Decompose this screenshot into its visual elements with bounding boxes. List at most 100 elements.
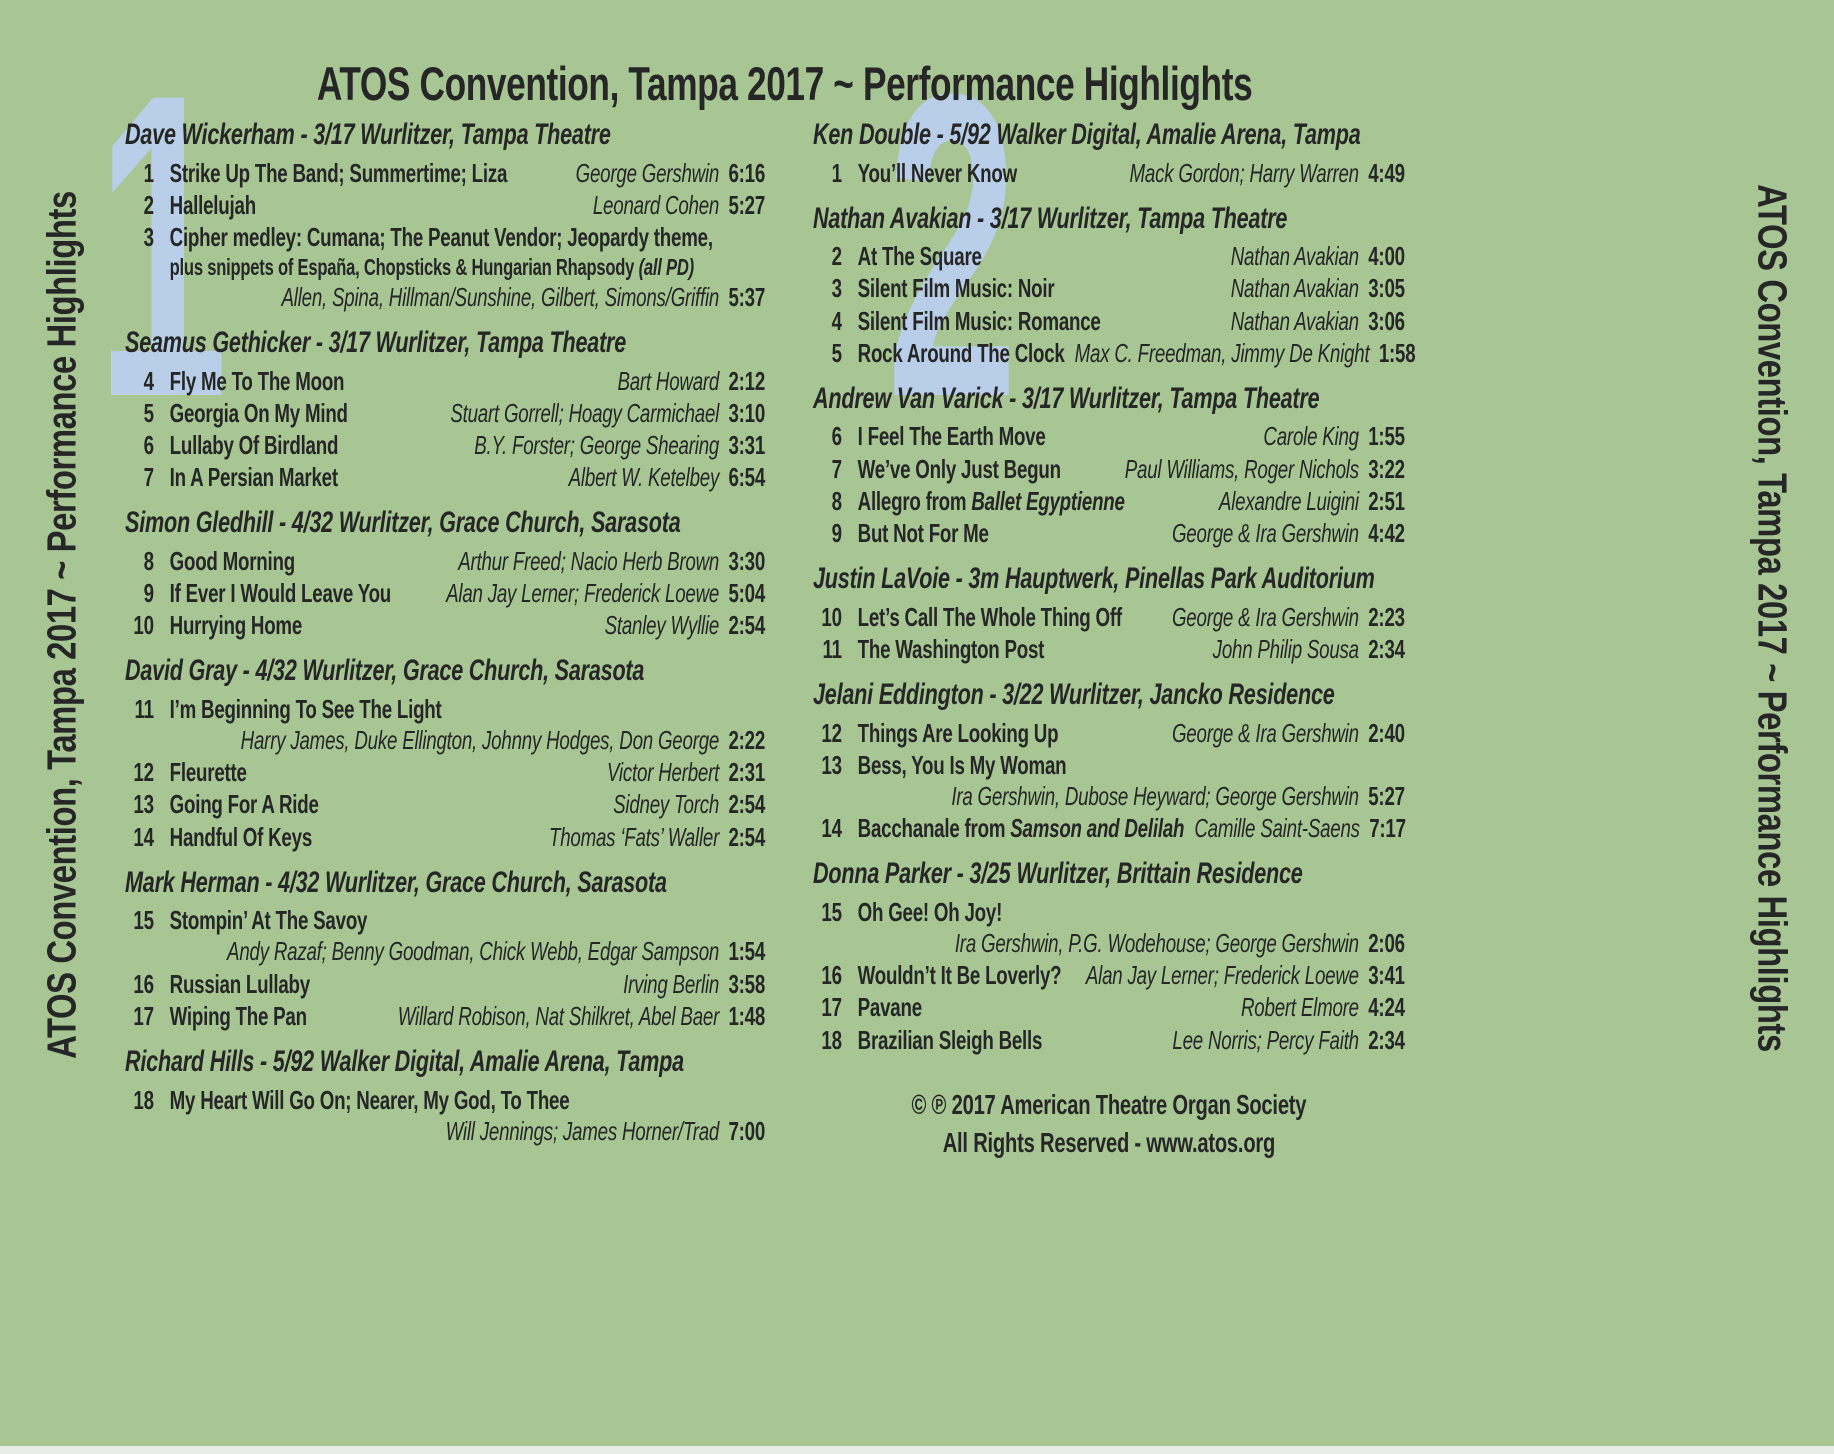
track-composer: George & Ira Gershwin bbox=[1171, 717, 1359, 748]
track-number: 1 bbox=[831, 157, 842, 188]
track-line: 9 If Ever I Would Leave You Alan Jay Lerne… bbox=[125, 577, 766, 609]
track-time: 7:17 bbox=[1369, 813, 1406, 844]
artist-header: Nathan Avakian - 3/17 Wurlitzer, Tampa T… bbox=[813, 201, 1288, 235]
track-title: Things Are Looking Up bbox=[857, 717, 1059, 748]
track-title-italic: Ballet Egyptienne bbox=[971, 485, 1125, 516]
track-line: 1 Strike Up The Band; Summertime; Liza Geo… bbox=[125, 157, 766, 189]
copyright-block: © ℗ 2017 American Theatre Organ Society … bbox=[813, 1086, 1405, 1162]
artist-header: Jelani Eddington - 3/22 Wurlitzer, Janck… bbox=[813, 678, 1335, 712]
track-time: 3:31 bbox=[728, 429, 766, 460]
track-title: You’ll Never Know bbox=[857, 157, 1018, 188]
track-row: 5 Georgia On My Mind Stuart Gorrell; Hoagy… bbox=[125, 398, 766, 429]
track-composer: Max C. Freedman, Jimmy De Knight bbox=[1074, 337, 1370, 368]
track-number: 16 bbox=[133, 968, 154, 999]
track-title: Lullaby Of Birdland bbox=[169, 429, 339, 460]
track-title: Allegro from Ballet Egyptienne bbox=[857, 485, 1125, 516]
track-title: Hurrying Home bbox=[169, 610, 303, 641]
track-number: 18 bbox=[133, 1084, 154, 1115]
track-number: 3 bbox=[831, 273, 842, 304]
album-title: ATOS Convention, Tampa 2017 ~ Performanc… bbox=[125, 56, 1445, 111]
track-title: Oh Gee! Oh Joy! bbox=[857, 896, 1003, 927]
track-number: 16 bbox=[821, 960, 842, 991]
track-composer: Harry James, Duke Ellington, Johnny Hodg… bbox=[240, 725, 720, 755]
track-row: 11 I’m Beginning To See The Light Harry Ja… bbox=[125, 694, 765, 756]
track-number: 17 bbox=[821, 992, 842, 1023]
track-time: 5:27 bbox=[1368, 780, 1405, 811]
artist-section: Ken Double - 5/92 Walker Digital, Amalie… bbox=[813, 118, 1405, 189]
track-line: 6 I Feel The Earth Move Carole King 1:55 bbox=[813, 421, 1405, 452]
disc2-column: Ken Double - 5/92 Walker Digital, Amalie… bbox=[813, 118, 1416, 1162]
track-number: 6 bbox=[143, 429, 154, 460]
track-composer: Irving Berlin bbox=[623, 968, 720, 999]
track-row: 1 Strike Up The Band; Summertime; Liza Geo… bbox=[125, 157, 766, 189]
track-title: Russian Lullaby bbox=[169, 968, 311, 999]
artist-section: Seamus Gethicker - 3/17 Wurlitzer, Tampa… bbox=[125, 326, 765, 493]
artist-section: Donna Parker - 3/25 Wurlitzer, Brittain … bbox=[813, 857, 1405, 1055]
track-title: If Ever I Would Leave You bbox=[169, 577, 392, 608]
track-row: 13 Going For A Ride Sidney Torch 2:54 bbox=[125, 789, 765, 820]
track-number: 13 bbox=[821, 749, 842, 780]
track-line: 14 Handful Of Keys Thomas ‘Fats’ Waller 2:5… bbox=[125, 822, 765, 853]
track-composer: Will Jennings; James Horner/Trad bbox=[445, 1115, 720, 1146]
track-title-italic: Samson and Delilah bbox=[1010, 813, 1185, 844]
track-title: Cipher medley: Cumana; The Peanut Vendor… bbox=[169, 221, 713, 252]
track-composer: Thomas ‘Fats’ Waller bbox=[549, 821, 720, 852]
track-line: 8 Good Morning Arthur Freed; Nacio Herb Br… bbox=[125, 545, 766, 577]
track-title: Fly Me To The Moon bbox=[169, 365, 345, 396]
track-number: 14 bbox=[821, 813, 842, 844]
track-time: 1:48 bbox=[728, 1000, 766, 1031]
track-row: 17 Wiping The Pan Willard Robison, Nat Shi… bbox=[125, 1001, 765, 1032]
track-composer: Nathan Avakian bbox=[1230, 241, 1359, 272]
track-number: 7 bbox=[831, 453, 842, 484]
track-number: 9 bbox=[831, 518, 842, 548]
track-time: 1:55 bbox=[1368, 421, 1405, 452]
track-number: 5 bbox=[831, 337, 842, 368]
disc2-sections: Ken Double - 5/92 Walker Digital, Amalie… bbox=[813, 118, 1416, 1056]
track-composer: Nathan Avakian bbox=[1230, 273, 1359, 304]
track-composer: Nathan Avakian bbox=[1230, 305, 1359, 336]
track-title: Pavane bbox=[857, 992, 922, 1023]
track-time: 5:27 bbox=[728, 189, 766, 220]
track-composer: Victor Herbert bbox=[606, 757, 720, 788]
track-time: 3:41 bbox=[1368, 960, 1405, 991]
track-composer: Stanley Wyllie bbox=[604, 610, 720, 641]
track-composer-line: Allen, Spina, Hillman/Sunshine, Gilbert,… bbox=[125, 281, 766, 313]
track-row: 3 Cipher medley: Cumana; The Peanut Vendo… bbox=[125, 221, 766, 313]
track-number: 8 bbox=[831, 485, 842, 516]
artist-header: Seamus Gethicker - 3/17 Wurlitzer, Tampa… bbox=[125, 326, 627, 359]
artist-section: David Gray - 4/32 Wurlitzer, Grace Churc… bbox=[125, 654, 765, 852]
track-composer: Ira Gershwin, Dubose Heyward; George Ger… bbox=[951, 780, 1359, 811]
track-composer-line: Ira Gershwin, P.G. Wodehouse; George Ger… bbox=[813, 928, 1405, 959]
track-line: 18 Brazilian Sleigh Bells Lee Norris; Perc… bbox=[813, 1025, 1405, 1056]
track-line: 11 I’m Beginning To See The Light bbox=[125, 694, 765, 725]
track-line: 13 Going For A Ride Sidney Torch 2:54 bbox=[125, 789, 765, 820]
track-row: 6 I Feel The Earth Move Carole King 1:55 bbox=[813, 421, 1405, 452]
track-title: Brazilian Sleigh Bells bbox=[857, 1024, 1043, 1055]
track-composer: Willard Robison, Nat Shilkret, Abel Baer bbox=[397, 1000, 720, 1031]
track-composer: Arthur Freed; Nacio Herb Brown bbox=[458, 545, 720, 576]
track-composer: Sidney Torch bbox=[613, 789, 720, 820]
track-line: 11 The Washington Post John Philip Sousa 2:… bbox=[813, 634, 1405, 665]
track-row: 2 Hallelujah Leonard Cohen 5:27 bbox=[125, 189, 766, 221]
artist-section: Andrew Van Varick - 3/17 Wurlitzer, Tamp… bbox=[813, 382, 1405, 549]
track-time: 3:30 bbox=[728, 545, 766, 576]
track-title: But Not For Me bbox=[857, 518, 989, 548]
track-number: 11 bbox=[822, 633, 842, 664]
track-time: 2:22 bbox=[728, 725, 766, 755]
track-row: 11 The Washington Post John Philip Sousa 2:… bbox=[813, 634, 1405, 665]
track-time: 2:23 bbox=[1368, 601, 1405, 632]
track-title: Fleurette bbox=[169, 757, 247, 788]
track-composer: Albert W. Ketelbey bbox=[568, 462, 720, 493]
track-composer: Allen, Spina, Hillman/Sunshine, Gilbert,… bbox=[281, 281, 720, 312]
track-number: 9 bbox=[143, 577, 154, 608]
track-row: 18 My Heart Will Go On; Nearer, My God, T… bbox=[125, 1085, 765, 1147]
track-line: 15 Oh Gee! Oh Joy! bbox=[813, 897, 1405, 928]
track-composer: Paul Williams, Roger Nichols bbox=[1124, 453, 1359, 484]
track-number: 18 bbox=[821, 1024, 842, 1055]
track-composer: George Gershwin bbox=[575, 157, 720, 188]
track-time: 6:54 bbox=[728, 462, 766, 493]
track-row: 12 Fleurette Victor Herbert 2:31 bbox=[125, 757, 765, 788]
track-composer-line: Harry James, Duke Ellington, Johnny Hodg… bbox=[125, 725, 766, 756]
track-time: 3:22 bbox=[1368, 453, 1405, 484]
track-line: 10 Let’s Call The Whole Thing Off George &… bbox=[813, 602, 1405, 633]
